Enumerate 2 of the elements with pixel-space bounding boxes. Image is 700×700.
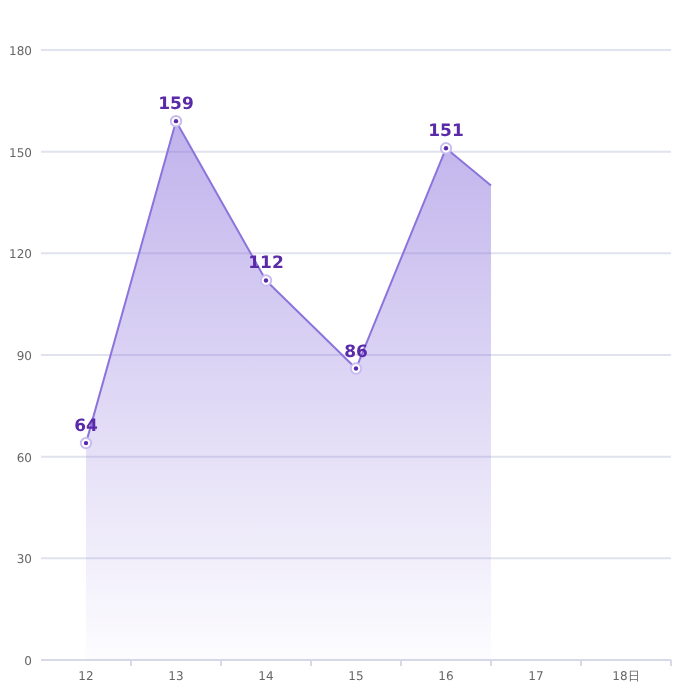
data-label: 151 [428, 122, 464, 143]
data-label: 159 [158, 95, 194, 116]
